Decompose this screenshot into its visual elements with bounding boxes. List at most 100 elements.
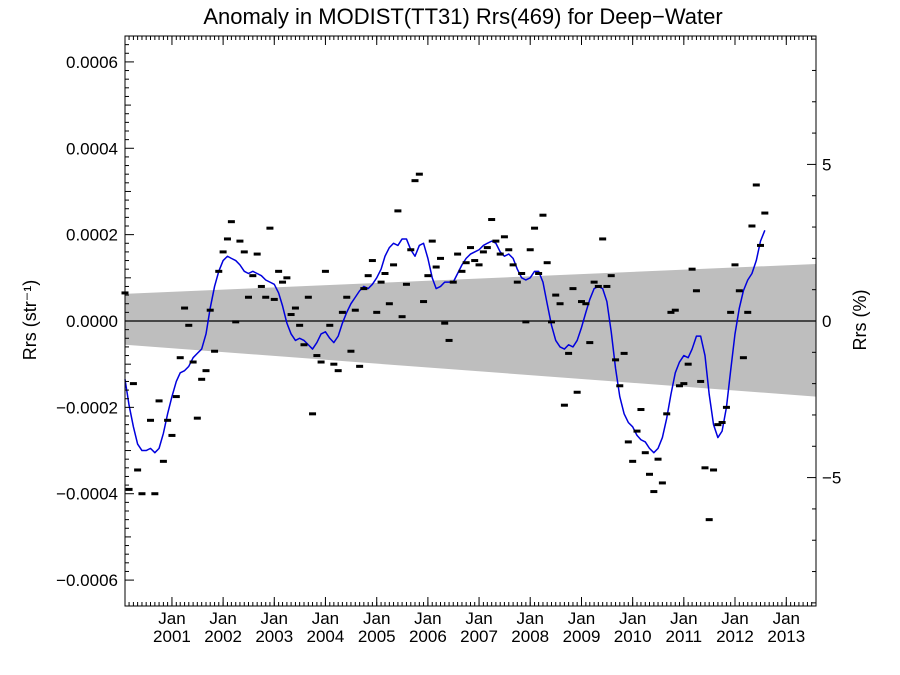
data-marker bbox=[582, 302, 590, 306]
data-marker bbox=[590, 280, 598, 284]
x-tick-month-label: Jan bbox=[721, 609, 748, 628]
x-tick-month-label: Jan bbox=[619, 609, 646, 628]
data-marker bbox=[338, 310, 346, 314]
data-marker bbox=[629, 459, 637, 463]
data-marker bbox=[415, 172, 423, 176]
data-marker bbox=[291, 306, 299, 310]
data-marker bbox=[296, 323, 304, 327]
data-marker bbox=[667, 310, 675, 314]
data-marker bbox=[223, 237, 231, 241]
data-marker bbox=[134, 468, 142, 472]
data-marker bbox=[710, 468, 718, 472]
data-marker bbox=[705, 518, 713, 522]
data-marker bbox=[616, 384, 624, 388]
data-marker bbox=[356, 364, 364, 368]
data-marker bbox=[722, 405, 730, 409]
data-marker bbox=[496, 252, 504, 256]
data-marker bbox=[475, 263, 483, 267]
x-tick-month-label: Jan bbox=[261, 609, 288, 628]
data-marker bbox=[445, 338, 453, 342]
data-marker bbox=[283, 276, 291, 280]
data-marker bbox=[454, 252, 462, 256]
data-marker bbox=[211, 349, 219, 353]
y-tick-label: −0.0006 bbox=[56, 571, 118, 590]
data-marker bbox=[586, 341, 594, 345]
data-marker bbox=[313, 354, 321, 358]
data-marker bbox=[471, 259, 479, 263]
data-marker bbox=[317, 360, 325, 364]
data-marker bbox=[432, 265, 440, 269]
uncertainty-band-layer bbox=[125, 264, 816, 397]
data-marker bbox=[351, 308, 359, 312]
data-marker bbox=[330, 362, 338, 366]
y-tick-label: −0.0004 bbox=[56, 485, 118, 504]
x-tick-month-label: Jan bbox=[773, 609, 800, 628]
data-marker bbox=[650, 490, 658, 494]
x-tick-year-label: 2002 bbox=[204, 627, 242, 646]
data-marker bbox=[531, 226, 539, 230]
data-marker bbox=[232, 320, 240, 324]
y-axis-label-left: Rrs (str⁻¹) bbox=[20, 280, 40, 360]
x-tick-year-label: 2003 bbox=[255, 627, 293, 646]
data-marker bbox=[244, 295, 252, 299]
data-marker bbox=[594, 284, 602, 288]
x-tick-month-label: Jan bbox=[363, 609, 390, 628]
data-marker bbox=[505, 248, 513, 252]
data-marker bbox=[624, 440, 632, 444]
data-marker bbox=[398, 315, 406, 319]
data-marker bbox=[658, 481, 666, 485]
data-marker bbox=[373, 310, 381, 314]
data-marker bbox=[279, 280, 287, 284]
data-marker bbox=[488, 218, 496, 222]
data-marker bbox=[411, 179, 419, 183]
data-marker bbox=[138, 492, 146, 496]
data-marker bbox=[560, 403, 568, 407]
data-marker bbox=[552, 293, 560, 297]
uncertainty-band bbox=[125, 264, 816, 397]
data-marker bbox=[125, 487, 133, 491]
data-marker bbox=[569, 287, 577, 291]
data-marker bbox=[321, 269, 329, 273]
x-tick-year-label: 2009 bbox=[563, 627, 601, 646]
right-y-tick-label: 0 bbox=[822, 312, 831, 331]
x-tick-month-label: Jan bbox=[670, 609, 697, 628]
data-marker bbox=[654, 457, 662, 461]
data-marker bbox=[159, 459, 167, 463]
data-marker bbox=[449, 280, 457, 284]
data-marker bbox=[257, 284, 265, 288]
data-marker bbox=[697, 379, 705, 383]
data-marker bbox=[266, 226, 274, 230]
x-tick-month-label: Jan bbox=[312, 609, 339, 628]
data-marker bbox=[168, 433, 176, 437]
x-tick-year-label: 2004 bbox=[307, 627, 345, 646]
x-tick-month-label: Jan bbox=[516, 609, 543, 628]
data-marker bbox=[151, 492, 159, 496]
data-marker bbox=[556, 302, 564, 306]
data-marker bbox=[637, 408, 645, 412]
x-tick-month-label: Jan bbox=[414, 609, 441, 628]
data-marker bbox=[394, 209, 402, 213]
data-marker bbox=[304, 295, 312, 299]
right-y-tick-label: −5 bbox=[822, 469, 841, 488]
data-marker bbox=[181, 306, 189, 310]
data-marker bbox=[714, 423, 722, 427]
data-marker bbox=[522, 320, 530, 324]
x-tick-month-label: Jan bbox=[158, 609, 185, 628]
data-marker bbox=[300, 343, 308, 347]
data-marker bbox=[645, 472, 653, 476]
data-marker bbox=[249, 274, 257, 278]
data-marker bbox=[757, 243, 764, 247]
y-tick-label: 0.0004 bbox=[66, 139, 118, 158]
data-marker bbox=[688, 267, 696, 271]
data-marker bbox=[155, 399, 163, 403]
data-marker bbox=[671, 308, 679, 312]
data-marker bbox=[189, 360, 197, 364]
y-tick-label: 0.0006 bbox=[66, 53, 118, 72]
data-marker bbox=[718, 420, 726, 424]
data-marker bbox=[761, 211, 769, 215]
y-axis-label-right: Rrs (%) bbox=[850, 290, 870, 351]
data-marker bbox=[164, 418, 172, 422]
data-marker bbox=[513, 280, 521, 284]
y-tick-label: 0.0002 bbox=[66, 226, 118, 245]
